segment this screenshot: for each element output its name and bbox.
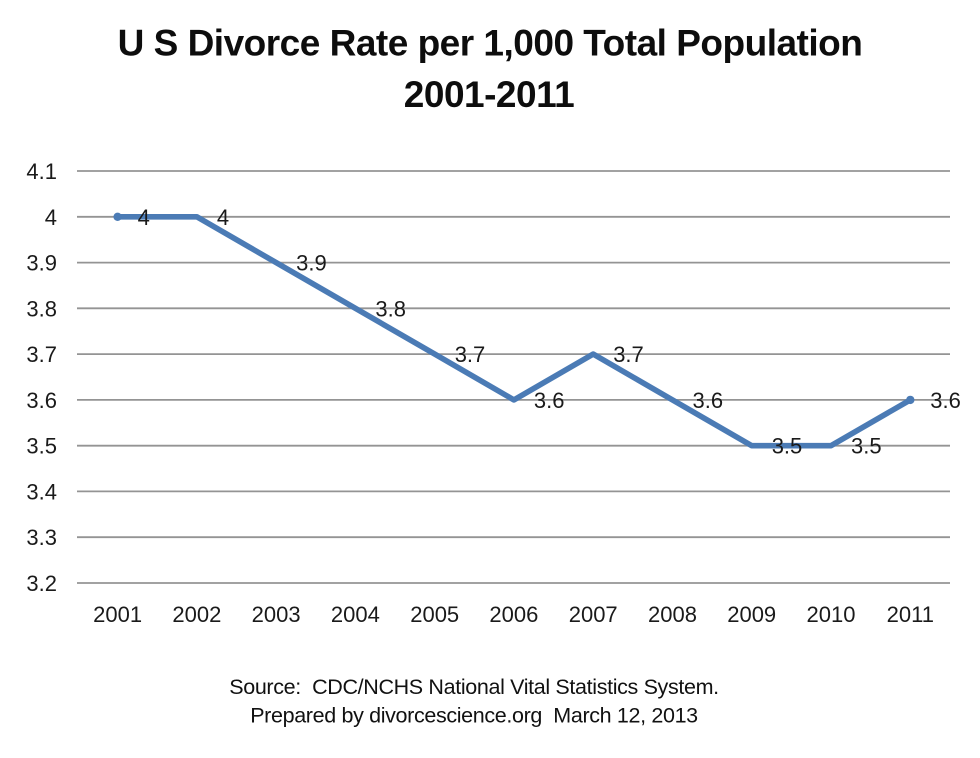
svg-text:2009: 2009: [727, 602, 776, 627]
svg-text:2010: 2010: [807, 602, 856, 627]
svg-text:3.5: 3.5: [851, 434, 882, 459]
svg-text:2006: 2006: [489, 602, 538, 627]
svg-text:4: 4: [217, 205, 229, 230]
svg-text:U S Divorce Rate per 1,000 Tot: U S Divorce Rate per 1,000 Total Populat…: [118, 23, 863, 64]
svg-text:2011: 2011: [887, 602, 934, 627]
svg-text:2001-2011: 2001-2011: [404, 74, 574, 115]
svg-text:2001: 2001: [93, 602, 142, 627]
svg-text:3.7: 3.7: [455, 342, 486, 367]
svg-text:2003: 2003: [252, 602, 301, 627]
svg-text:4.1: 4.1: [26, 159, 57, 184]
svg-text:3.6: 3.6: [534, 388, 565, 413]
svg-text:2005: 2005: [410, 602, 459, 627]
svg-text:2008: 2008: [648, 602, 697, 627]
svg-text:3.7: 3.7: [613, 342, 644, 367]
svg-text:3.9: 3.9: [296, 251, 327, 276]
svg-text:3.6: 3.6: [930, 388, 961, 413]
svg-text:2002: 2002: [172, 602, 221, 627]
svg-text:3.8: 3.8: [26, 296, 57, 321]
svg-text:3.4: 3.4: [26, 479, 57, 504]
svg-text:3.3: 3.3: [26, 525, 57, 550]
svg-text:2004: 2004: [331, 602, 380, 627]
svg-text:3.7: 3.7: [26, 342, 57, 367]
svg-text:3.5: 3.5: [772, 434, 803, 459]
svg-text:2007: 2007: [569, 602, 618, 627]
svg-text:3.6: 3.6: [693, 388, 724, 413]
svg-text:3.8: 3.8: [375, 296, 406, 321]
svg-text:4: 4: [138, 205, 150, 230]
svg-text:3.9: 3.9: [26, 251, 57, 276]
svg-text:3.5: 3.5: [26, 434, 57, 459]
svg-text:4: 4: [45, 205, 57, 230]
svg-text:3.6: 3.6: [26, 388, 57, 413]
svg-text:Prepared by divorcescience.org: Prepared by divorcescience.org March 12,…: [250, 704, 698, 728]
svg-text:Source: CDC/NCHS National Vit: Source: CDC/NCHS National Vital Statisti…: [229, 675, 719, 699]
svg-text:3.2: 3.2: [26, 571, 57, 596]
